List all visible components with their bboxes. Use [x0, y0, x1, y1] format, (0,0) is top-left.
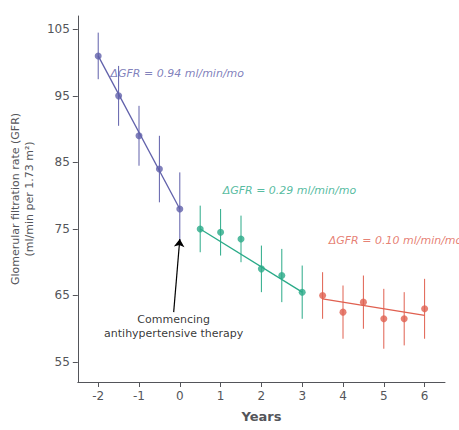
svg-text:-2: -2	[92, 389, 104, 403]
svg-text:2: 2	[258, 389, 266, 403]
svg-text:(ml/min per 1.73 m²): (ml/min per 1.73 m²)	[23, 141, 36, 256]
svg-text:95: 95	[55, 89, 70, 103]
svg-text:Glomerular filtration rate (GF: Glomerular filtration rate (GFR)	[9, 113, 22, 285]
svg-text:1: 1	[217, 389, 225, 403]
svg-text:5: 5	[380, 389, 388, 403]
svg-text:antihypertensive therapy: antihypertensive therapy	[104, 327, 244, 340]
svg-text:Years: Years	[240, 409, 281, 424]
svg-text:105: 105	[47, 22, 70, 36]
svg-text:65: 65	[55, 288, 70, 302]
svg-text:ΔGFR = 0.10 ml/min/mo: ΔGFR = 0.10 ml/min/mo	[328, 234, 459, 247]
svg-text:6: 6	[421, 389, 429, 403]
svg-text:0: 0	[176, 389, 184, 403]
svg-text:-1: -1	[133, 389, 145, 403]
svg-text:ΔGFR = 0.94 ml/min/mo: ΔGFR = 0.94 ml/min/mo	[109, 67, 244, 80]
svg-text:75: 75	[55, 222, 70, 236]
svg-text:Commencing: Commencing	[137, 313, 210, 326]
svg-text:4: 4	[339, 389, 347, 403]
svg-text:3: 3	[298, 389, 306, 403]
svg-text:85: 85	[55, 155, 70, 169]
svg-text:55: 55	[55, 355, 70, 369]
svg-text:ΔGFR = 0.29 ml/min/mo: ΔGFR = 0.29 ml/min/mo	[222, 184, 357, 197]
